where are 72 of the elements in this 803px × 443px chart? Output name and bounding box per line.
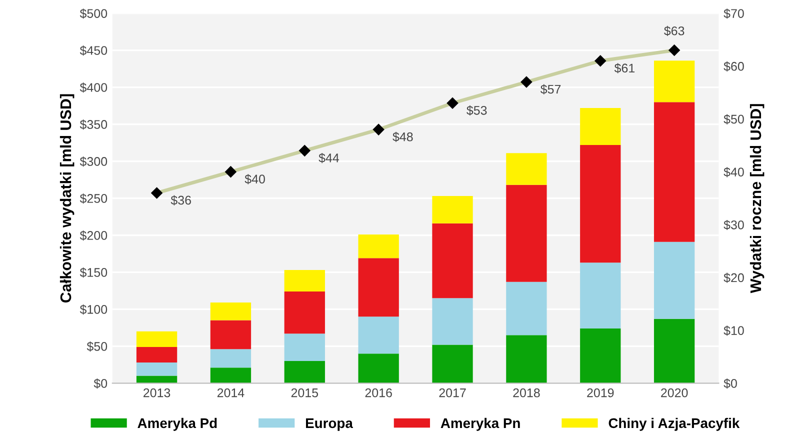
bar [136, 362, 178, 376]
data-label: $48 [392, 132, 413, 142]
y2-tick-label: $50 [724, 114, 744, 124]
y-tick-label: $500 [80, 8, 108, 19]
bar [580, 262, 621, 328]
x-tick-label: 2018 [513, 388, 540, 398]
bar [506, 184, 547, 282]
x-tick-label: 2019 [587, 388, 614, 398]
y2-tick-label: $20 [724, 272, 744, 283]
bar [432, 196, 473, 224]
bar [358, 258, 399, 317]
data-label: $40 [244, 174, 265, 184]
y2-tick-label: $10 [724, 326, 744, 336]
y-tick-label: $0 [94, 378, 108, 389]
bar [432, 298, 473, 345]
y-tick-label: $100 [80, 304, 108, 315]
bar [654, 60, 695, 102]
legend-label: Ameryka Pn [440, 418, 520, 431]
bar [210, 368, 252, 384]
x-tick-label: 2013 [144, 388, 170, 398]
bar [136, 331, 178, 347]
bar [284, 291, 325, 334]
bar [284, 334, 325, 361]
data-label: $36 [170, 195, 191, 206]
x-tick-label: 2020 [661, 388, 688, 398]
bar [580, 328, 621, 384]
y-tick-label: $350 [80, 120, 108, 130]
y-axis-title: Całkowite wydatki [mld USD] [60, 94, 74, 302]
legend-label: Europa [306, 418, 354, 431]
bar [580, 144, 621, 263]
y-tick-label: $200 [80, 230, 108, 241]
bar [580, 108, 621, 145]
x-tick-label: 2016 [365, 388, 392, 398]
bar [506, 282, 547, 336]
y-tick-label: $250 [80, 194, 108, 204]
bar [210, 302, 252, 320]
bar [210, 320, 252, 350]
data-label: $63 [664, 26, 684, 36]
y2-tick-label: $30 [724, 220, 744, 230]
bar [654, 102, 695, 242]
data-label: $61 [614, 63, 635, 74]
y-tick-label: $300 [80, 156, 108, 167]
y-tick-label: $150 [80, 268, 108, 278]
x-tick-label: 2015 [291, 388, 318, 398]
legend-label: Ameryka Pd [138, 418, 217, 431]
bar [654, 318, 695, 384]
bar [432, 344, 473, 384]
bar [358, 354, 399, 384]
bar [654, 242, 695, 319]
y2-tick-label: $70 [724, 8, 744, 19]
y-tick-label: $400 [80, 82, 108, 93]
y-tick-label: $50 [86, 341, 108, 352]
x-tick-label: 2017 [439, 388, 466, 398]
bar [284, 270, 325, 292]
bar [358, 316, 399, 354]
data-label: $44 [318, 152, 340, 164]
y-tick-label: $450 [80, 46, 108, 56]
bar [210, 349, 252, 368]
y2-tick-label: $0 [724, 378, 737, 389]
data-label: $57 [540, 84, 561, 94]
bar [506, 153, 547, 185]
y2-tick-label: $40 [724, 167, 744, 178]
bar [358, 234, 399, 258]
data-label: $53 [466, 105, 487, 116]
bar [506, 335, 547, 384]
y2-tick-label: $60 [724, 61, 744, 72]
y2-axis-title: Wydatki roczne [mld USD] [750, 104, 764, 294]
bar [136, 346, 178, 362]
bar [432, 223, 473, 298]
bar [284, 361, 325, 384]
x-tick-label: 2014 [217, 388, 244, 398]
legend-label: Chiny i Azja-Pacyfik [608, 418, 740, 431]
